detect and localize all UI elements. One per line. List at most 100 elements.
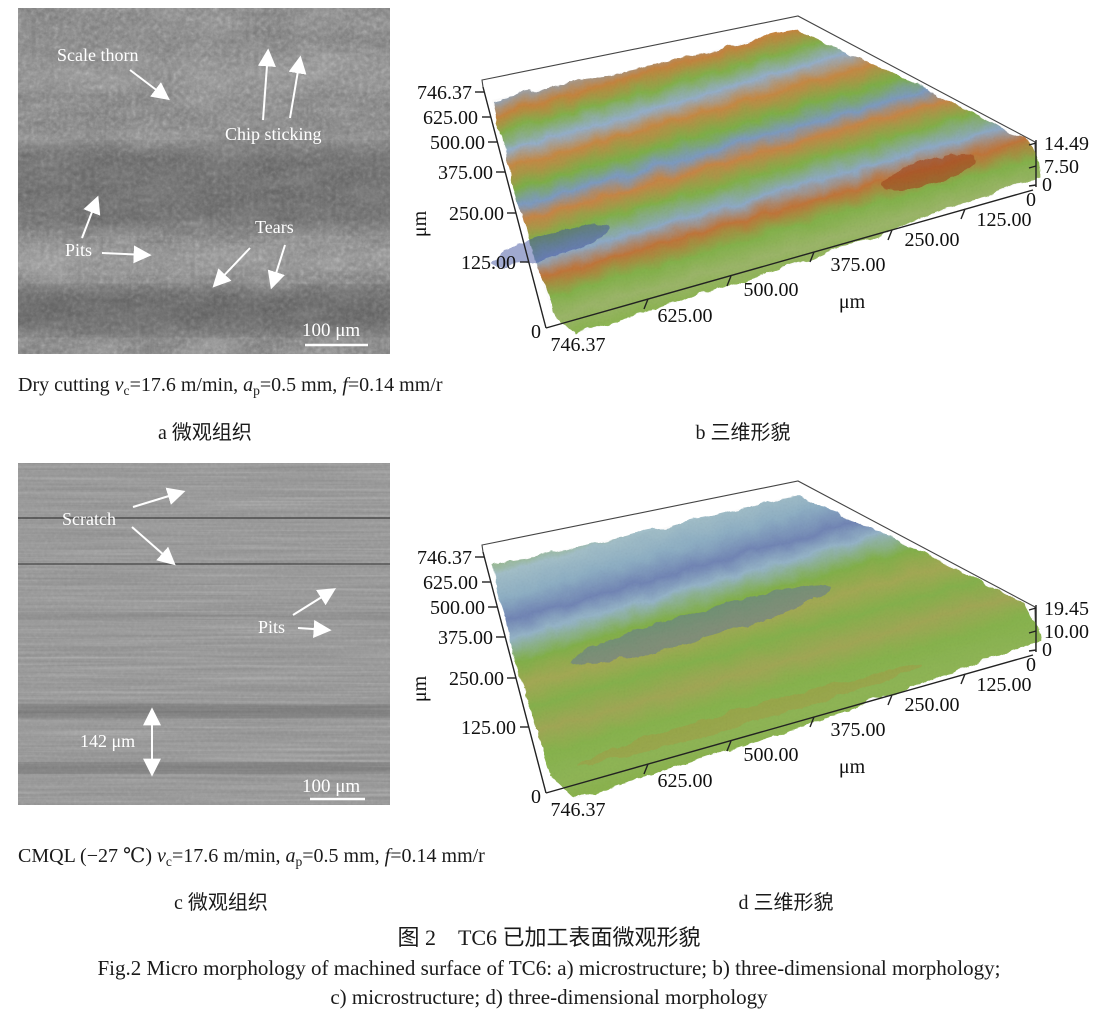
x-tick-label: 375.00 — [831, 254, 886, 276]
x-tick-label: 746.37 — [551, 799, 606, 821]
symbol-f: f — [384, 845, 391, 867]
pits-arrow-c-2 — [297, 620, 332, 639]
x-tick-label: 500.00 — [744, 279, 799, 301]
figure-title-english-line2: c) microstructure; d) three-dimensional … — [330, 985, 768, 1009]
y-axis-title: μm — [409, 210, 431, 237]
caption-c-parameters: CMQL (−27 ℃) vc=17.6 m/min, ap=0.5 mm, f… — [18, 843, 485, 870]
pits-label-c: Pits — [258, 617, 285, 637]
surface-plot-d: 746.37 625.00 500.00 375.00 250.00 125.0… — [409, 480, 1089, 821]
symbol-v: v — [157, 845, 166, 867]
y-tick-label: 125.00 — [461, 252, 516, 274]
subfigure-b-label: b 三维形貌 — [695, 422, 791, 444]
pits-label: Pits — [65, 240, 92, 260]
scratch-label: Scratch — [62, 509, 116, 529]
optical-micrograph-c-svg: Scratch Pits 142 μm 100 μm — [18, 463, 390, 805]
z-axis-ticks — [1028, 142, 1037, 187]
symbol-a: a — [243, 374, 254, 396]
pits-arrow-2 — [101, 245, 152, 264]
plot-d-z-axis: 19.45 10.00 0 — [1028, 598, 1089, 661]
y-axis-ticks — [475, 91, 529, 263]
symbol-a-sub: p — [295, 853, 303, 869]
y-axis-ticks — [475, 556, 529, 728]
scale-bar-label-c: 100 μm — [302, 776, 360, 797]
x-tick-label: 0 — [1026, 189, 1036, 211]
z-tick-label: 14.49 — [1044, 133, 1089, 155]
y-tick-label: 0 — [531, 786, 541, 808]
tears-label: Tears — [255, 217, 294, 237]
subfigure-a-label: a 微观组织 — [158, 422, 252, 444]
x-axis-ticks — [643, 673, 966, 775]
x-axis-ticks — [643, 208, 966, 310]
z-tick-label: 0 — [1042, 174, 1052, 196]
x-tick-label: 0 — [1026, 654, 1036, 676]
sem-micrograph-a: Scale thorn Chip sticking Pits Tears 100… — [18, 8, 390, 354]
value-ap: =0.5 mm, — [259, 374, 343, 396]
y-tick-label: 0 — [531, 321, 541, 343]
symbol-v-sub: c — [165, 853, 172, 869]
y-tick-label: 250.00 — [449, 203, 504, 225]
chip-sticking-arrow-1 — [257, 48, 276, 121]
y-tick-label: 375.00 — [438, 162, 493, 184]
caption-c-lead: CMQL (−27 ℃) — [18, 845, 158, 867]
subfigure-c-label: c 微观组织 — [174, 892, 268, 914]
y-tick-label: 375.00 — [438, 627, 493, 649]
symbol-f: f — [342, 374, 348, 396]
symbol-v-sub: c — [123, 382, 130, 398]
z-tick-label: 7.50 — [1044, 156, 1079, 178]
subfigure-d-label: d 三维形貌 — [738, 892, 834, 914]
surface-plot-b: 746.37 625.00 500.00 375.00 250.00 125.0… — [409, 15, 1089, 356]
x-tick-label: 250.00 — [905, 694, 960, 716]
z-tick-label: 10.00 — [1044, 621, 1089, 643]
optical-micrograph-c: Scratch Pits 142 μm 100 μm — [18, 463, 390, 805]
groove-width-label: 142 μm — [80, 731, 135, 751]
x-tick-label: 500.00 — [744, 744, 799, 766]
sem-annotations: Scale thorn Chip sticking Pits Tears 100… — [57, 45, 368, 347]
caption-a-parameters: Dry cutting vc=17.6 m/min, ap=0.5 mm, f=… — [18, 374, 442, 399]
x-tick-label: 625.00 — [658, 770, 713, 792]
symbol-v: v — [114, 374, 124, 396]
y-tick-label: 746.37 — [417, 82, 472, 104]
scratch-arrow-1 — [132, 487, 186, 508]
caption-a-lead: Dry cutting — [18, 374, 115, 396]
z-axis-ticks — [1028, 607, 1037, 652]
chip-sticking-arrow-2 — [288, 55, 307, 119]
scratch-arrow-2 — [131, 526, 176, 566]
value-vc: =17.6 m/min, — [171, 845, 286, 867]
sem-texture — [18, 8, 390, 354]
y-tick-label: 500.00 — [430, 597, 485, 619]
figure-title-chinese: 图 2 TC6 已加工表面微观形貌 — [397, 925, 701, 950]
y-tick-label: 625.00 — [423, 572, 478, 594]
x-tick-label: 625.00 — [658, 305, 713, 327]
pits-arrow-1 — [81, 195, 101, 239]
y-tick-label: 125.00 — [461, 717, 516, 739]
plot-d-y-axis: 746.37 625.00 500.00 375.00 250.00 125.0… — [409, 547, 547, 808]
y-tick-label: 746.37 — [417, 547, 472, 569]
sem-micrograph-a-svg: Scale thorn Chip sticking Pits Tears 100… — [18, 8, 390, 354]
x-tick-label: 125.00 — [977, 209, 1032, 231]
y-tick-label: 625.00 — [423, 107, 478, 129]
x-tick-label: 250.00 — [905, 229, 960, 251]
tears-arrow-2 — [267, 244, 286, 290]
plot-b-z-axis: 14.49 7.50 0 — [1028, 133, 1089, 196]
x-axis-title: μm — [839, 756, 866, 778]
value-f: =0.14 mm/r — [390, 845, 485, 867]
x-tick-label: 746.37 — [551, 334, 606, 356]
z-tick-label: 0 — [1042, 639, 1052, 661]
plot-b-x-axis: 746.37 625.00 500.00 375.00 250.00 125.0… — [545, 189, 1036, 356]
chip-sticking-label: Chip sticking — [225, 124, 322, 144]
x-tick-label: 125.00 — [977, 674, 1032, 696]
x-tick-label: 375.00 — [831, 719, 886, 741]
scale-thorn-arrow — [129, 69, 170, 101]
tears-arrow-1 — [212, 247, 251, 288]
symbol-a: a — [285, 845, 296, 867]
y-axis-title: μm — [409, 675, 431, 702]
y-tick-label: 500.00 — [430, 132, 485, 154]
symbol-a-sub: p — [253, 382, 260, 398]
figure-title-english-line1: Fig.2 Micro morphology of machined surfa… — [97, 956, 1001, 980]
optical-annotations: Scratch Pits 142 μm 100 μm — [62, 487, 365, 801]
scale-thorn-label: Scale thorn — [57, 45, 138, 65]
z-tick-label: 19.45 — [1044, 598, 1089, 620]
x-axis-title: μm — [839, 291, 866, 313]
plot-b-y-axis: 746.37 625.00 500.00 375.00 250.00 125.0… — [409, 82, 547, 343]
